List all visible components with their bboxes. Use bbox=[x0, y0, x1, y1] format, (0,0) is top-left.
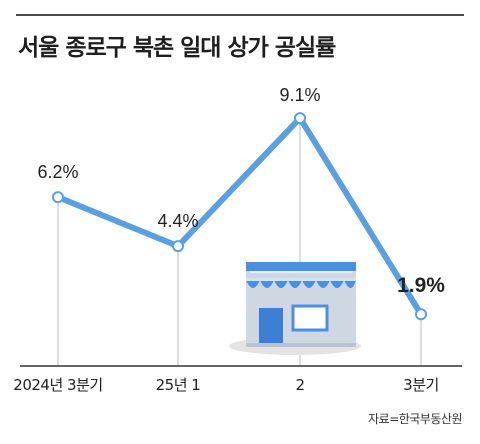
series-line bbox=[55, 115, 424, 318]
data-point bbox=[52, 191, 64, 204]
chart-title: 서울 종로구 북촌 일대 상가 공실률 bbox=[18, 35, 336, 61]
data-point bbox=[172, 240, 184, 253]
x-tick-label: 2024년 3분기 bbox=[13, 376, 102, 394]
x-tick-label: 25년 1 bbox=[156, 376, 201, 394]
data-point bbox=[415, 308, 427, 321]
top-rule bbox=[16, 14, 464, 16]
source-note: 자료=한국부동산원 bbox=[368, 412, 462, 426]
data-point bbox=[294, 112, 306, 125]
store-icon bbox=[229, 262, 361, 355]
data-label: 9.1% bbox=[279, 85, 320, 105]
data-label: 6.2% bbox=[37, 162, 78, 182]
x-tick-label: 3분기 bbox=[403, 376, 439, 394]
x-tick-label: 2 bbox=[295, 376, 304, 394]
data-label: 1.9% bbox=[397, 274, 445, 297]
data-label: 4.4% bbox=[157, 211, 198, 231]
guide-lines bbox=[57, 118, 422, 366]
